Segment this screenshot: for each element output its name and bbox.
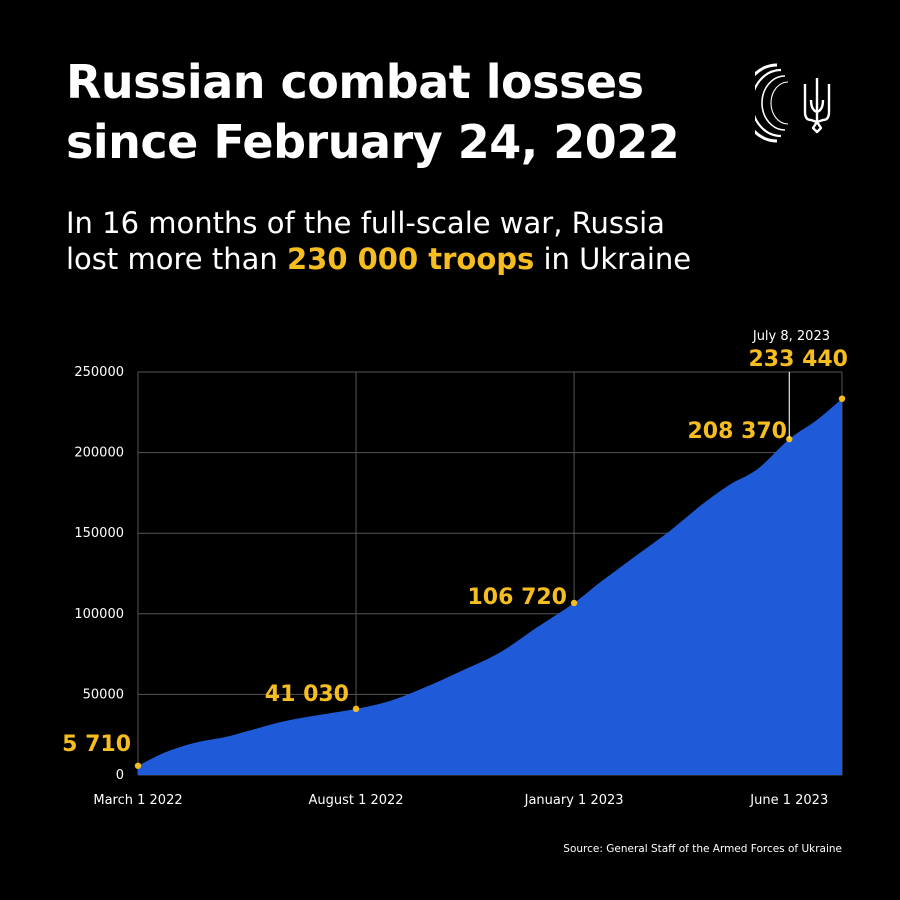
annotation-label: 106 720: [467, 585, 567, 610]
x-tick-label: June 1 2023: [749, 793, 828, 808]
title-line-2: since February 24, 2022: [66, 115, 680, 169]
area-layer: [138, 398, 842, 775]
annotation-label: 41 030: [265, 682, 349, 707]
annotation-label: 5 710: [62, 732, 131, 757]
subtitle-text-1: In 16 months of the full-scale war, Russ…: [66, 206, 665, 240]
logo: [755, 63, 831, 143]
subtitle: In 16 months of the full-scale war, Russ…: [66, 205, 826, 277]
x-tick-label: August 1 2022: [308, 793, 403, 808]
annotation-dot: [570, 599, 578, 607]
annotation-dot: [838, 395, 846, 402]
source-note: Source: General Staff of the Armed Force…: [563, 843, 842, 855]
y-tick-label: 200000: [74, 446, 124, 461]
x-tick-label: January 1 2023: [524, 793, 624, 808]
annotation-date-label: July 8, 2023: [752, 329, 830, 344]
annotation-label: 208 370: [687, 419, 787, 444]
y-tick-label: 50000: [83, 687, 124, 702]
annotations: 5 710 41 030 106 720 208 370 233 440 July 8, …: [62, 329, 848, 769]
title-line-1: Russian combat losses: [66, 55, 644, 109]
subtitle-highlight: 230 000 troops: [286, 242, 535, 276]
y-tick-label: 100000: [74, 607, 124, 622]
subtitle-text-3: in Ukraine: [534, 242, 692, 276]
page-title: Russian combat losses since February 24,…: [66, 52, 680, 172]
annotation-dot: [134, 762, 142, 769]
y-axis: 0 50000 100000 150000 200000 250000: [74, 365, 124, 783]
y-tick-label: 0: [116, 768, 124, 783]
subtitle-text-2: lost more than: [66, 242, 287, 276]
arc-emblem-icon: [755, 63, 789, 143]
y-tick-label: 250000: [74, 365, 124, 380]
annotation-label: 233 440: [748, 347, 848, 372]
x-tick-label: March 1 2022: [93, 793, 182, 808]
annotation-dot: [352, 705, 360, 713]
x-axis: March 1 2022 August 1 2022 January 1 2023 J…: [93, 793, 828, 808]
y-tick-label: 150000: [74, 526, 124, 541]
trident-icon: [803, 78, 831, 134]
losses-area: [138, 398, 842, 775]
